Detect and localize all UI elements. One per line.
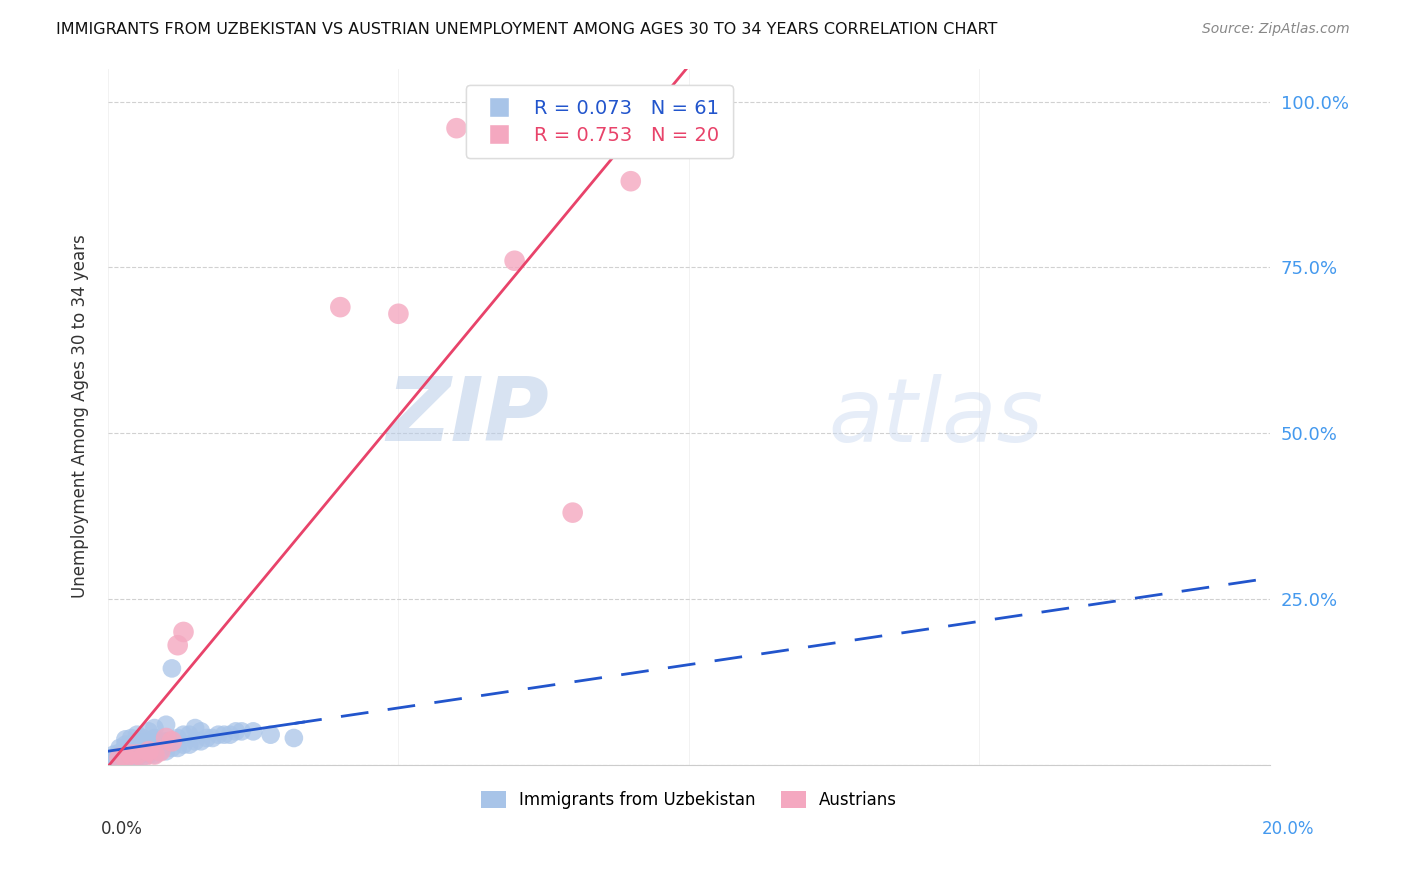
Point [173, 728, 195, 742]
Point [132, 749, 155, 764]
Point [138, 740, 160, 755]
Point [201, 731, 224, 745]
Point [143, 731, 166, 745]
Point [259, 728, 281, 742]
Point [678, 114, 700, 128]
Point [533, 112, 555, 126]
Point [108, 751, 131, 765]
Point [225, 724, 247, 739]
Point [195, 731, 218, 745]
Point [219, 728, 242, 742]
Point [143, 747, 166, 762]
Point [108, 740, 131, 755]
Point [160, 740, 183, 755]
Point [120, 731, 142, 745]
Point [114, 732, 136, 747]
Point [120, 743, 142, 757]
Point [108, 752, 131, 766]
Point [155, 734, 177, 748]
Point [143, 740, 166, 755]
Legend: Immigrants from Uzbekistan, Austrians: Immigrants from Uzbekistan, Austrians [474, 784, 904, 815]
Point [138, 747, 160, 762]
Point [184, 734, 207, 748]
Point [149, 744, 172, 758]
Point [207, 728, 229, 742]
Point [155, 731, 177, 745]
Point [190, 724, 212, 739]
Point [103, 751, 125, 765]
Point [173, 624, 195, 639]
Text: 20.0%: 20.0% [1263, 820, 1315, 838]
Point [132, 738, 155, 752]
Text: Source: ZipAtlas.com: Source: ZipAtlas.com [1202, 22, 1350, 37]
Point [125, 751, 148, 765]
Point [120, 747, 142, 762]
Point [120, 747, 142, 762]
Point [283, 731, 305, 745]
Point [103, 754, 125, 768]
Point [114, 738, 136, 752]
Point [114, 747, 136, 762]
Point [143, 747, 166, 762]
Point [242, 724, 264, 739]
Point [143, 721, 166, 735]
Text: 0.0%: 0.0% [101, 820, 143, 838]
Text: atlas: atlas [828, 374, 1043, 459]
Text: IMMIGRANTS FROM UZBEKISTAN VS AUSTRIAN UNEMPLOYMENT AMONG AGES 30 TO 34 YEARS CO: IMMIGRANTS FROM UZBEKISTAN VS AUSTRIAN U… [56, 22, 998, 37]
Point [125, 740, 148, 755]
Point [138, 724, 160, 739]
Point [503, 253, 526, 268]
Point [160, 661, 183, 675]
Point [166, 740, 188, 755]
Point [125, 734, 148, 748]
Point [149, 734, 172, 748]
Point [125, 746, 148, 760]
Point [166, 638, 188, 652]
Point [149, 744, 172, 758]
Point [125, 747, 148, 762]
Point [108, 749, 131, 764]
Point [103, 747, 125, 762]
Point [138, 734, 160, 748]
Point [138, 744, 160, 758]
Point [166, 731, 188, 745]
Point [114, 744, 136, 758]
Point [132, 744, 155, 758]
Y-axis label: Unemployment Among Ages 30 to 34 years: Unemployment Among Ages 30 to 34 years [72, 235, 89, 599]
Point [125, 728, 148, 742]
Point [120, 752, 142, 766]
Point [120, 738, 142, 752]
Point [114, 751, 136, 765]
Point [108, 746, 131, 760]
Point [179, 738, 201, 752]
Point [132, 751, 155, 765]
Point [329, 300, 352, 314]
Point [387, 307, 409, 321]
Point [446, 121, 468, 136]
Point [160, 734, 183, 748]
Point [231, 724, 253, 739]
Point [561, 506, 583, 520]
Point [620, 174, 643, 188]
Point [132, 731, 155, 745]
Point [190, 734, 212, 748]
Point [212, 728, 235, 742]
Point [173, 738, 195, 752]
Point [179, 728, 201, 742]
Point [155, 744, 177, 758]
Point [155, 717, 177, 731]
Point [184, 721, 207, 735]
Text: ZIP: ZIP [387, 373, 550, 460]
Point [114, 751, 136, 765]
